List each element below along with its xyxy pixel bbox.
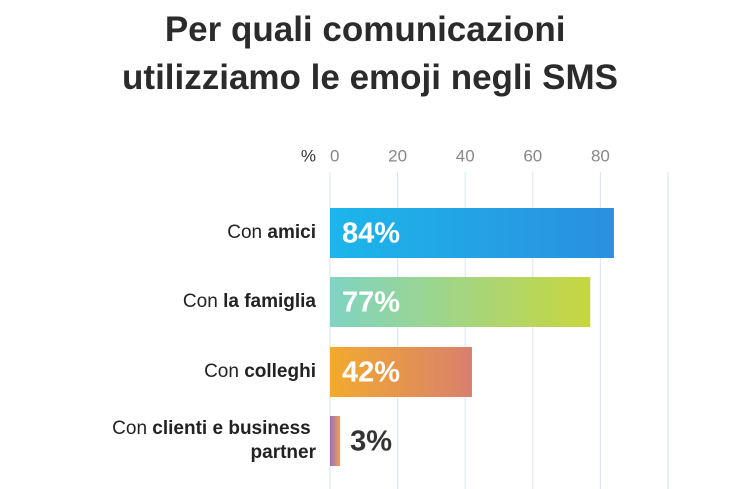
bar: [330, 208, 614, 258]
x-tick-label: 80: [591, 146, 610, 165]
x-tick-label: 60: [523, 146, 542, 165]
bar: [330, 416, 341, 466]
value-label: 42%: [342, 357, 400, 389]
axis-unit-label: %: [301, 146, 316, 165]
bar: [330, 347, 472, 397]
x-tick-label: 0: [330, 146, 339, 165]
x-tick-label: 40: [456, 146, 475, 165]
bar: [330, 277, 591, 327]
value-label: 77%: [342, 287, 400, 319]
chart-title: Per quali comunicazioni utilizziamo le e…: [122, 10, 618, 97]
category-label: Con amici: [227, 222, 316, 243]
value-label: 84%: [342, 218, 400, 250]
category-label: Con la famiglia: [183, 291, 316, 312]
category-label: Con colleghi: [204, 361, 316, 382]
category-label: Con clienti e business partner: [112, 418, 316, 463]
value-label: 3%: [350, 426, 392, 458]
x-tick-label: 20: [388, 146, 407, 165]
